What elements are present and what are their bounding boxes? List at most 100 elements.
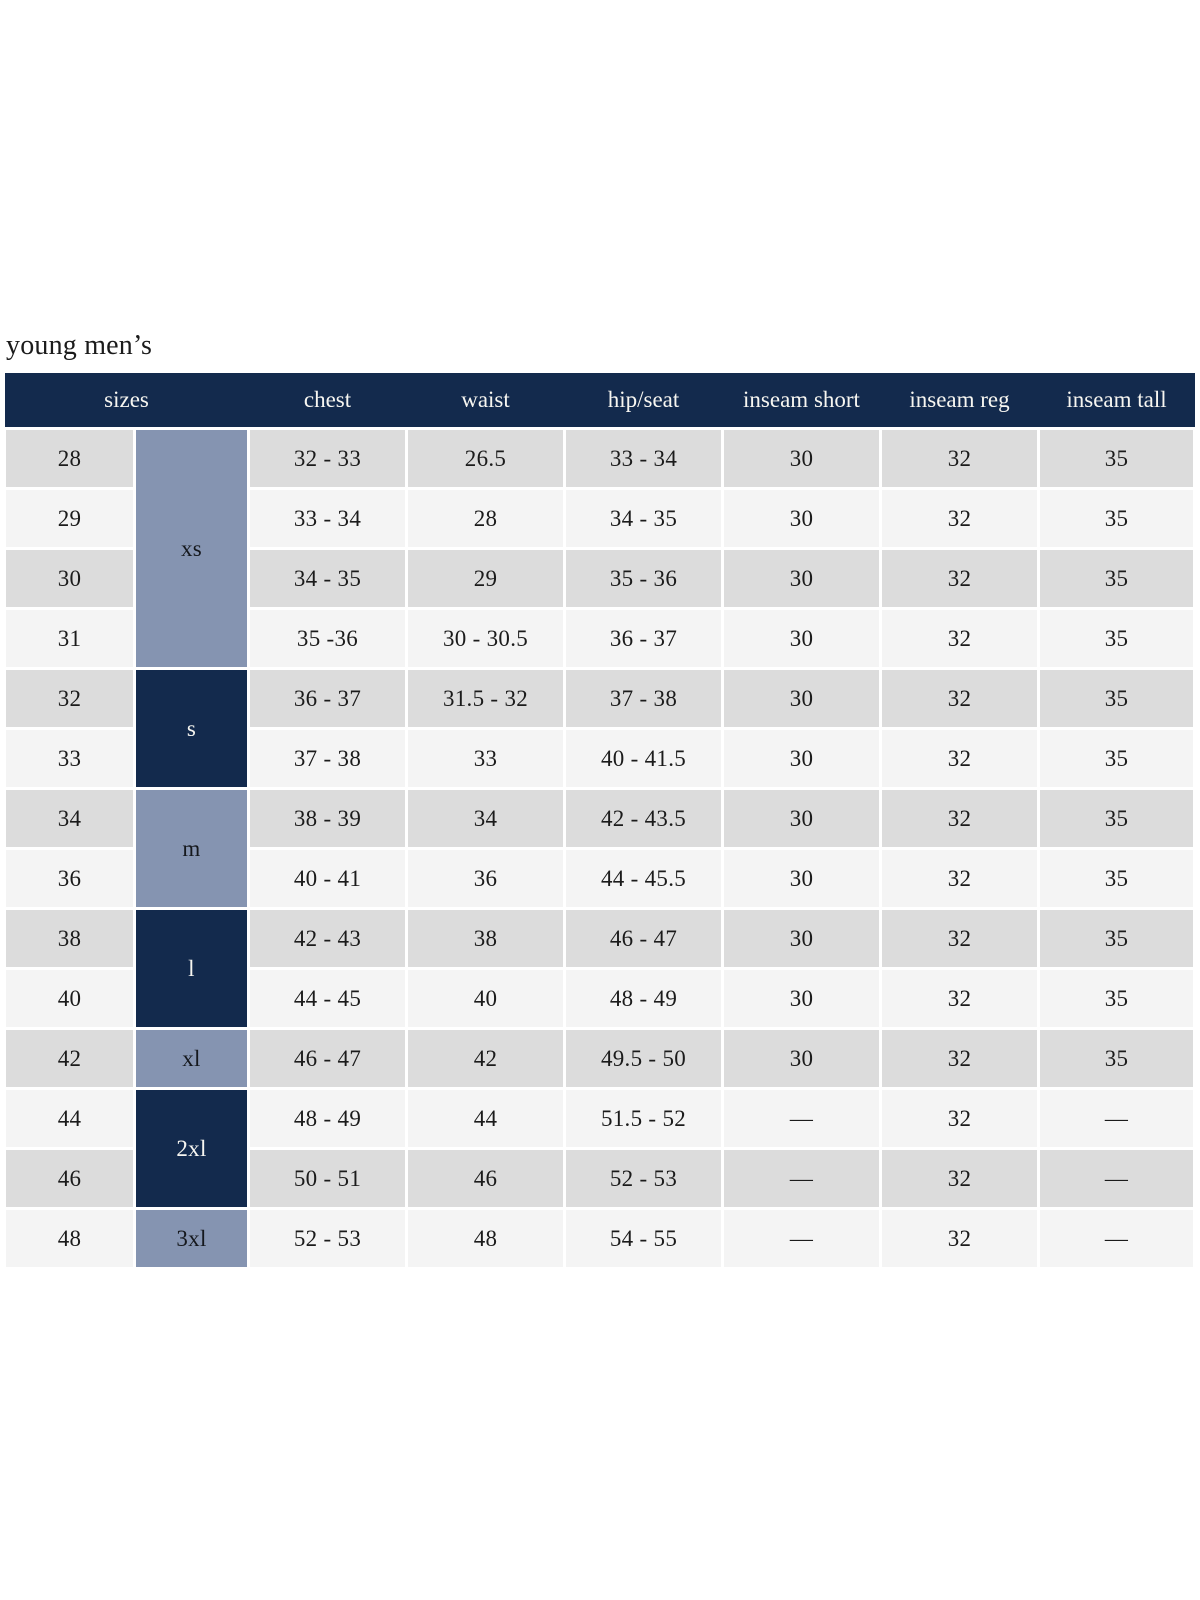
- chest-cell: 36 - 37: [247, 667, 408, 730]
- waist-cell: 31.5 - 32: [405, 667, 566, 730]
- inseam-tall-cell: 35: [1037, 787, 1196, 850]
- inseam-short-cell: 30: [721, 607, 882, 670]
- waist-cell: 28: [405, 487, 566, 550]
- inseam-tall-cell: 35: [1037, 547, 1196, 610]
- table-row: 33 37 - 38 33 40 - 41.5 30 32 35: [3, 727, 1196, 790]
- inseam-tall-cell: 35: [1037, 967, 1196, 1030]
- hip-seat-cell: 37 - 38: [563, 667, 724, 730]
- waist-cell: 42: [405, 1027, 566, 1090]
- chest-cell: 52 - 53: [247, 1207, 408, 1270]
- table-row: 44 2xl 48 - 49 44 51.5 - 52—32—: [3, 1087, 1196, 1210]
- waist-cell: 33: [405, 727, 566, 790]
- waist-cell: 38: [405, 907, 566, 970]
- inseam-tall-cell: 35: [1037, 907, 1196, 970]
- inseam-tall-cell: 35: [1037, 427, 1196, 490]
- size-cell: 29: [3, 487, 136, 550]
- size-group-cell: s: [133, 667, 250, 790]
- inseam-tall-cell: —: [1037, 1207, 1196, 1270]
- size-cell: 38: [3, 907, 136, 970]
- inseam-tall-cell: —: [1037, 1087, 1196, 1150]
- table-row: 38 l 42 - 43 38 46 - 47 30 32 35: [3, 907, 1196, 1030]
- table-row: 29 33 - 34 28 34 - 35 30 32 35: [3, 487, 1196, 550]
- hip-seat-cell: 49.5 - 50: [563, 1027, 724, 1090]
- size-group-cell: xl: [133, 1027, 250, 1090]
- inseam-tall-cell: 35: [1037, 667, 1196, 730]
- header-sizes: sizes: [4, 373, 249, 429]
- inseam-reg-cell: 32: [879, 1207, 1040, 1270]
- size-cell: 36: [3, 847, 136, 910]
- size-chart-table: sizes chest waist hip/seat inseam short …: [3, 373, 1196, 1270]
- hip-seat-cell: 48 - 49: [563, 967, 724, 1030]
- inseam-short-cell: 30: [721, 547, 882, 610]
- size-cell: 31: [3, 607, 136, 670]
- chest-cell: 35 -36: [247, 607, 408, 670]
- chest-cell: 40 - 41: [247, 847, 408, 910]
- inseam-short-cell: —: [721, 1207, 882, 1270]
- inseam-reg-cell: 32: [879, 787, 1040, 850]
- inseam-short-cell: 30: [721, 427, 882, 490]
- waist-cell: 30 - 30.5: [405, 607, 566, 670]
- header-waist: waist: [406, 373, 565, 429]
- table-row: 40 44 - 45 40 48 - 49 30 32 35: [3, 967, 1196, 1030]
- size-cell: 33: [3, 727, 136, 790]
- chest-cell: 38 - 39: [247, 787, 408, 850]
- size-group-cell: xs: [133, 427, 250, 670]
- size-cell: 42: [3, 1027, 136, 1090]
- inseam-reg-cell: 32: [879, 1087, 1040, 1150]
- inseam-short-cell: 30: [721, 487, 882, 550]
- inseam-short-cell: 30: [721, 787, 882, 850]
- inseam-short-cell: —: [721, 1087, 882, 1150]
- inseam-reg-cell: 32: [879, 547, 1040, 610]
- waist-cell: 48: [405, 1207, 566, 1270]
- inseam-tall-cell: 35: [1037, 607, 1196, 670]
- inseam-short-cell: 30: [721, 847, 882, 910]
- header-inseam-short: inseam short: [722, 373, 881, 429]
- inseam-reg-cell: 32: [879, 487, 1040, 550]
- size-group-cell: 3xl: [133, 1207, 250, 1270]
- chest-cell: 42 - 43: [247, 907, 408, 970]
- size-group-cell: 2xl: [133, 1087, 250, 1210]
- inseam-reg-cell: 32: [879, 907, 1040, 970]
- waist-cell: 46: [405, 1147, 566, 1210]
- waist-cell: 34: [405, 787, 566, 850]
- waist-cell: 26.5: [405, 427, 566, 490]
- table-row: 34 m 38 - 39 34 42 - 43.5 30 32 35: [3, 787, 1196, 910]
- inseam-reg-cell: 32: [879, 427, 1040, 490]
- size-group-cell: m: [133, 787, 250, 910]
- size-cell: 40: [3, 967, 136, 1030]
- hip-seat-cell: 35 - 36: [563, 547, 724, 610]
- size-cell: 30: [3, 547, 136, 610]
- inseam-tall-cell: 35: [1037, 847, 1196, 910]
- table-row: 46 50 - 51 46 52 - 53—32—: [3, 1147, 1196, 1210]
- inseam-short-cell: 30: [721, 667, 882, 730]
- size-group-cell: l: [133, 907, 250, 1030]
- size-cell: 28: [3, 427, 136, 490]
- inseam-reg-cell: 32: [879, 1147, 1040, 1210]
- hip-seat-cell: 34 - 35: [563, 487, 724, 550]
- hip-seat-cell: 36 - 37: [563, 607, 724, 670]
- inseam-short-cell: 30: [721, 907, 882, 970]
- table-row: 31 35 -36 30 - 30.5 36 - 37 30 32 35: [3, 607, 1196, 670]
- chest-cell: 34 - 35: [247, 547, 408, 610]
- table-row: 48 3xl 52 - 53 48 54 - 55—32—: [3, 1207, 1196, 1270]
- hip-seat-cell: 46 - 47: [563, 907, 724, 970]
- hip-seat-cell: 54 - 55: [563, 1207, 724, 1270]
- waist-cell: 36: [405, 847, 566, 910]
- chest-cell: 46 - 47: [247, 1027, 408, 1090]
- size-cell: 34: [3, 787, 136, 850]
- waist-cell: 29: [405, 547, 566, 610]
- chest-cell: 37 - 38: [247, 727, 408, 790]
- size-chart-body: 28 xs 32 - 33 26.5 33 - 34 30 32 35 29 33 - 34 28 3…: [3, 427, 1196, 1270]
- inseam-short-cell: —: [721, 1147, 882, 1210]
- inseam-short-cell: 30: [721, 727, 882, 790]
- hip-seat-cell: 33 - 34: [563, 427, 724, 490]
- size-cell: 48: [3, 1207, 136, 1270]
- inseam-reg-cell: 32: [879, 607, 1040, 670]
- header-inseam-reg: inseam reg: [880, 373, 1039, 429]
- inseam-tall-cell: —: [1037, 1147, 1196, 1210]
- header-row: sizes chest waist hip/seat inseam short …: [4, 373, 1195, 429]
- chest-cell: 48 - 49: [247, 1087, 408, 1150]
- size-cell: 32: [3, 667, 136, 730]
- chest-cell: 32 - 33: [247, 427, 408, 490]
- inseam-reg-cell: 32: [879, 847, 1040, 910]
